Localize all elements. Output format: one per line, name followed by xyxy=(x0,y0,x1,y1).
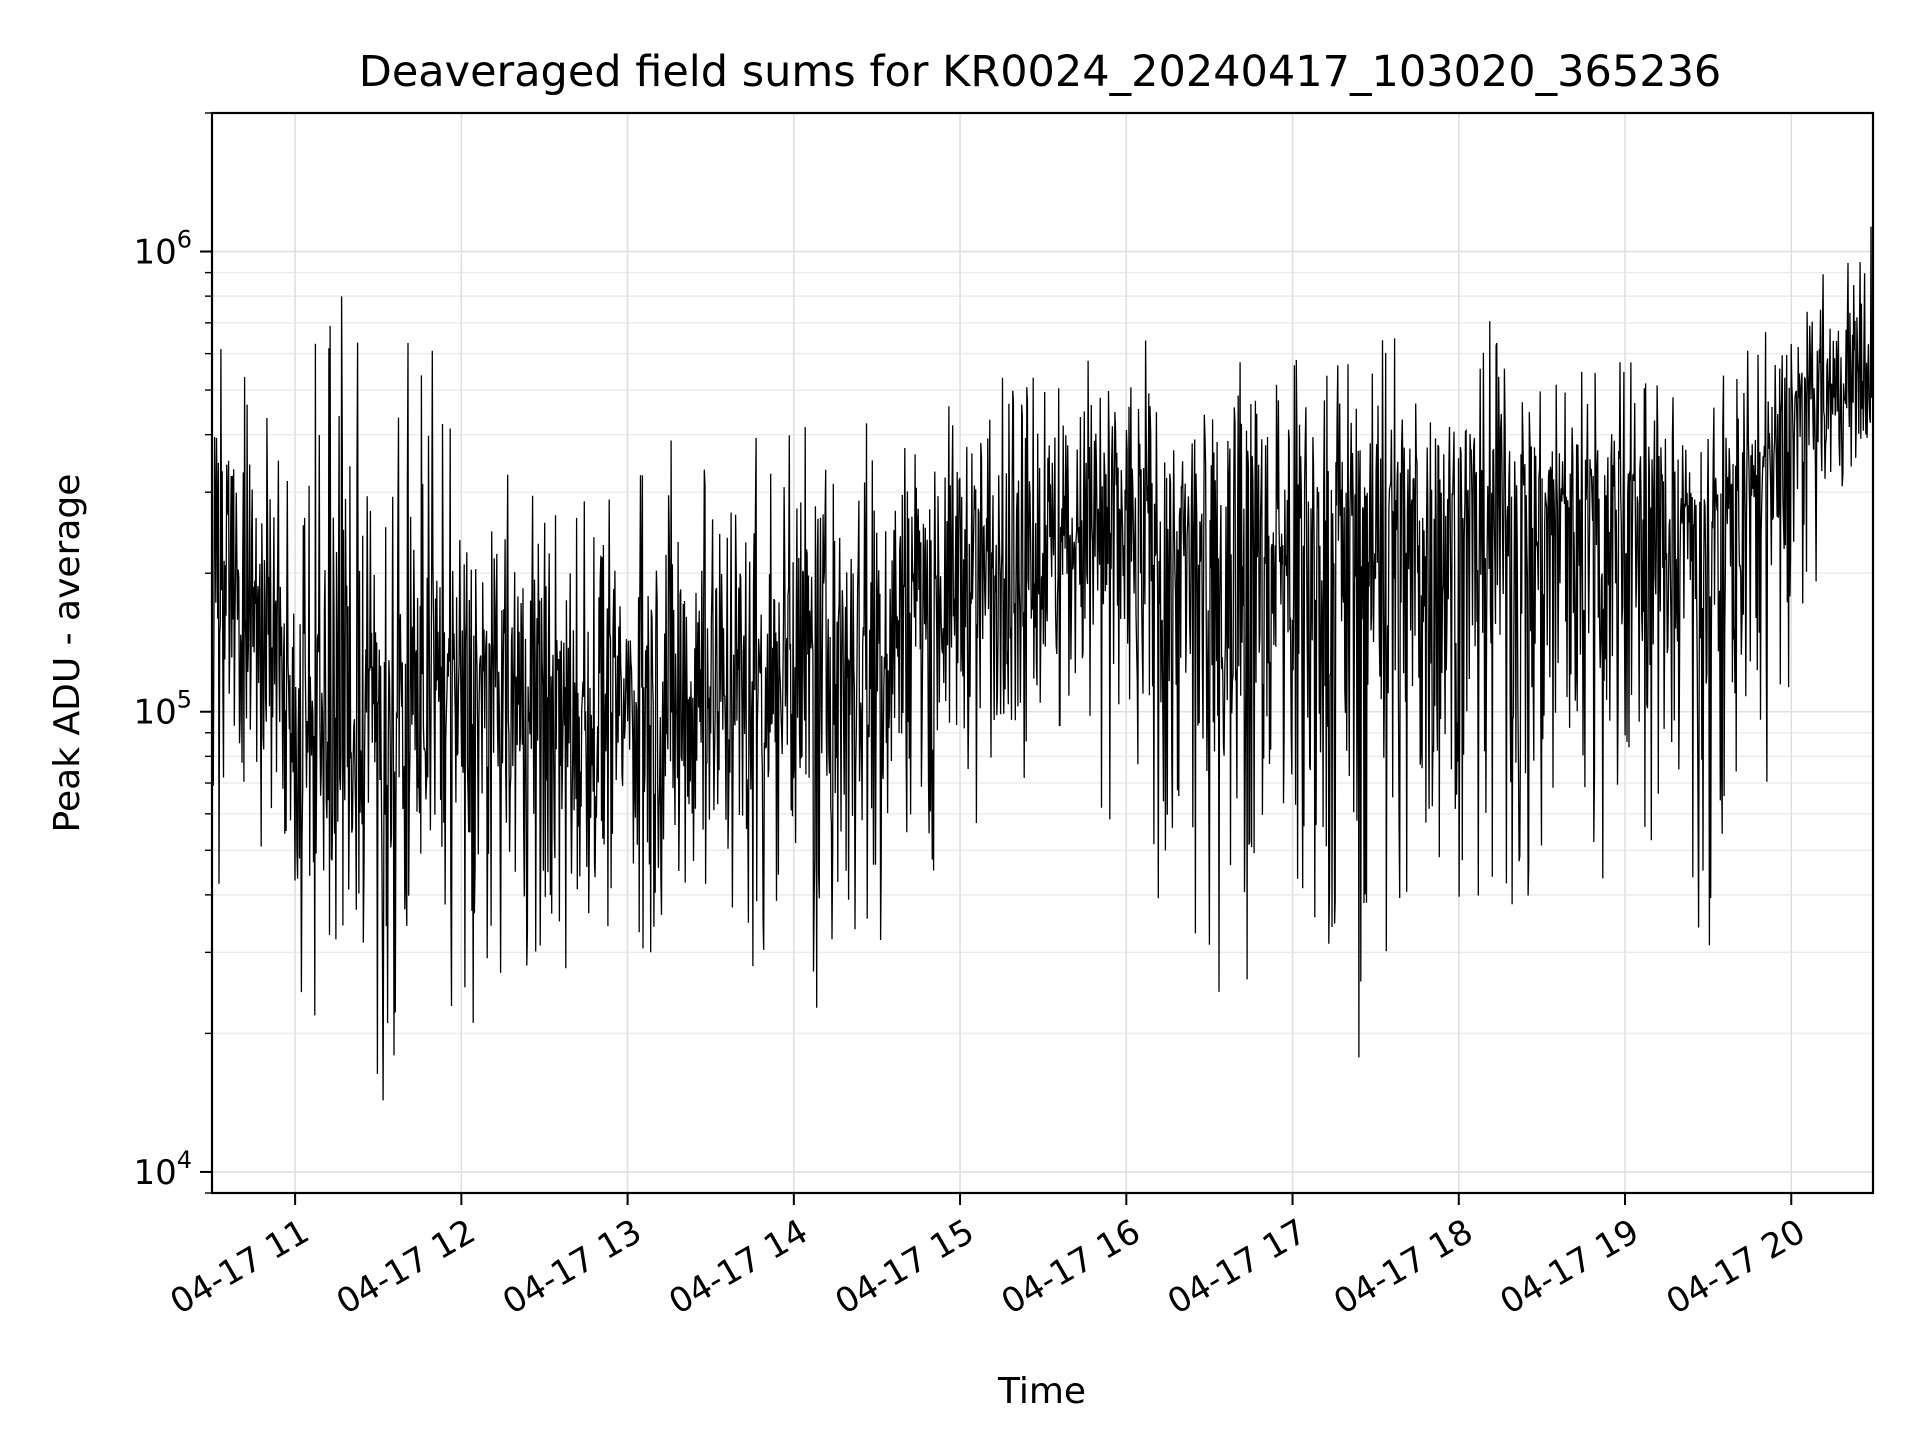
y-tick-label-base: 10 xyxy=(133,1153,176,1193)
series-line xyxy=(211,226,1873,1101)
x-tick-label: 04-17 14 xyxy=(662,1212,814,1323)
x-axis-label: Time xyxy=(997,1371,1086,1412)
x-tick-label: 04-17 15 xyxy=(829,1212,981,1323)
x-axis-ticks: 04-17 11 04-17 12 04-17 13 04-17 14 04-17 15… xyxy=(164,1193,1812,1323)
chart-title: Deaveraged field sums for KR0024_2024041… xyxy=(359,47,1722,97)
y-tick-label: 104 xyxy=(133,1146,192,1193)
x-tick-label: 04-17 18 xyxy=(1327,1212,1479,1323)
y-tick-label: 105 xyxy=(133,686,192,733)
y-axis-label: Peak ADU - average xyxy=(47,474,88,833)
x-tick-label: 04-17 11 xyxy=(164,1212,316,1323)
y-tick-label-exponent: 5 xyxy=(177,686,192,714)
x-tick-label: 04-17 16 xyxy=(995,1212,1147,1323)
x-tick-label: 04-17 19 xyxy=(1494,1212,1646,1323)
y-tick-label-base: 10 xyxy=(133,693,176,733)
x-tick-label: 04-17 17 xyxy=(1161,1212,1313,1323)
plot-area-frame xyxy=(210,111,1875,1195)
x-tick-label: 04-17 12 xyxy=(330,1212,482,1323)
series-path xyxy=(211,226,1873,1101)
x-tick-label: 04-17 13 xyxy=(496,1212,648,1323)
y-tick-label: 106 xyxy=(133,226,192,273)
y-tick-label-exponent: 6 xyxy=(177,226,192,254)
y-tick-label-exponent: 4 xyxy=(177,1146,192,1174)
x-tick-label: 04-17 20 xyxy=(1660,1212,1812,1323)
y-tick-label-base: 10 xyxy=(133,233,176,273)
